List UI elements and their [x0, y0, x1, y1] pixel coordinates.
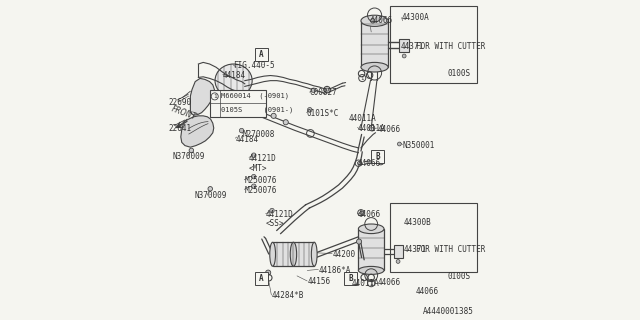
- Polygon shape: [191, 78, 214, 115]
- Bar: [390, 6, 477, 83]
- Circle shape: [396, 260, 400, 263]
- Circle shape: [357, 162, 361, 165]
- Bar: [371, 150, 384, 163]
- Text: 22690: 22690: [168, 98, 191, 107]
- Text: 1: 1: [369, 281, 373, 286]
- Text: 44184: 44184: [223, 71, 246, 80]
- Text: M250076: M250076: [244, 176, 276, 185]
- Text: FIG.440-5: FIG.440-5: [233, 61, 275, 70]
- Ellipse shape: [358, 224, 384, 234]
- Text: 44300A: 44300A: [402, 13, 429, 22]
- Text: 44121D: 44121D: [266, 210, 293, 219]
- Bar: [358, 229, 384, 270]
- Text: 44011A: 44011A: [357, 124, 385, 132]
- Circle shape: [356, 239, 362, 244]
- Bar: [255, 272, 268, 285]
- Circle shape: [307, 108, 312, 112]
- Text: 44284*B: 44284*B: [271, 292, 304, 300]
- Bar: [344, 272, 357, 285]
- Circle shape: [271, 113, 276, 118]
- Text: 44066: 44066: [378, 278, 401, 287]
- Ellipse shape: [215, 64, 252, 97]
- Text: M660014  (-0901): M660014 (-0901): [221, 93, 289, 100]
- Circle shape: [252, 153, 256, 157]
- Text: B: B: [348, 274, 353, 283]
- Ellipse shape: [291, 242, 297, 266]
- Circle shape: [283, 120, 288, 125]
- Bar: [390, 203, 477, 272]
- Circle shape: [270, 208, 275, 213]
- Text: 1: 1: [213, 94, 216, 99]
- Text: A4440001385: A4440001385: [422, 308, 473, 316]
- Text: A: A: [259, 274, 264, 283]
- Bar: [210, 90, 266, 117]
- Text: 1: 1: [360, 76, 364, 81]
- Text: 44011A: 44011A: [352, 279, 380, 288]
- Text: 0100S: 0100S: [447, 272, 470, 281]
- Text: FOR WITH CUTTER: FOR WITH CUTTER: [416, 245, 485, 254]
- Ellipse shape: [312, 242, 317, 266]
- Text: 0100S: 0100S: [447, 69, 470, 78]
- Circle shape: [397, 142, 401, 146]
- Circle shape: [326, 88, 329, 91]
- Text: 44186*A: 44186*A: [319, 266, 351, 275]
- Polygon shape: [181, 116, 214, 147]
- Ellipse shape: [361, 15, 388, 27]
- Ellipse shape: [361, 62, 388, 72]
- Text: 0105S     (0901-): 0105S (0901-): [221, 107, 294, 113]
- Bar: [399, 39, 409, 52]
- Text: 44300B: 44300B: [404, 218, 431, 227]
- Text: 44066: 44066: [370, 16, 393, 25]
- Text: <SS>: <SS>: [266, 220, 284, 228]
- Ellipse shape: [270, 242, 275, 266]
- Bar: [273, 242, 314, 266]
- Text: N350001: N350001: [403, 141, 435, 150]
- Text: 44121D: 44121D: [249, 154, 276, 163]
- Text: N370009: N370009: [195, 191, 227, 200]
- Circle shape: [252, 184, 256, 188]
- Circle shape: [360, 211, 364, 214]
- Ellipse shape: [358, 266, 384, 275]
- Text: 44184: 44184: [236, 135, 259, 144]
- Circle shape: [252, 174, 256, 179]
- Text: <MT>: <MT>: [249, 164, 268, 172]
- Circle shape: [371, 19, 375, 23]
- Text: 44371: 44371: [404, 245, 427, 254]
- Circle shape: [312, 88, 316, 92]
- Text: 44200: 44200: [332, 250, 355, 259]
- Circle shape: [260, 273, 265, 278]
- Text: 44066: 44066: [357, 159, 381, 168]
- Text: N370009: N370009: [172, 152, 205, 161]
- Bar: [361, 21, 388, 67]
- Text: FRONT: FRONT: [170, 105, 198, 122]
- Text: B: B: [375, 152, 380, 161]
- Text: 44066: 44066: [357, 210, 381, 219]
- Circle shape: [189, 148, 194, 153]
- Circle shape: [266, 270, 271, 275]
- Text: 44156: 44156: [307, 277, 330, 286]
- Text: 44066: 44066: [378, 125, 401, 134]
- Text: A: A: [259, 50, 264, 59]
- Text: 44066: 44066: [416, 287, 439, 296]
- Text: FOR WITH CUTTER: FOR WITH CUTTER: [416, 42, 485, 51]
- Circle shape: [371, 128, 374, 131]
- Text: 44371: 44371: [401, 42, 424, 51]
- Text: C00827: C00827: [310, 88, 337, 97]
- Bar: [255, 48, 268, 61]
- Circle shape: [253, 108, 258, 113]
- Text: M250076: M250076: [244, 186, 276, 195]
- Text: M270008: M270008: [243, 130, 275, 139]
- Bar: [394, 245, 403, 258]
- Circle shape: [402, 54, 406, 58]
- Text: 22641: 22641: [168, 124, 191, 132]
- Text: 0101S*C: 0101S*C: [307, 109, 339, 118]
- Circle shape: [239, 128, 244, 133]
- Text: 44011A: 44011A: [349, 114, 376, 123]
- Circle shape: [208, 187, 212, 191]
